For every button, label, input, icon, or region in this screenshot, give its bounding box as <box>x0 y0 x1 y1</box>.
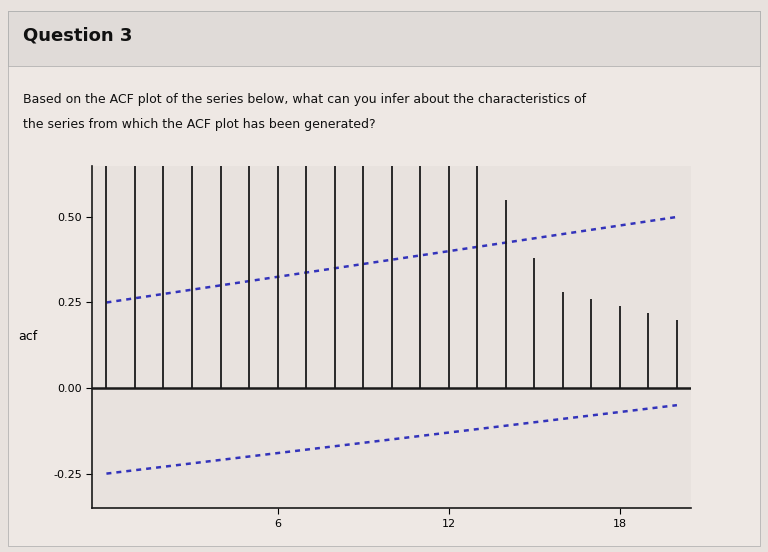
Text: Question 3: Question 3 <box>23 27 132 45</box>
Text: Based on the ACF plot of the series below, what can you infer about the characte: Based on the ACF plot of the series belo… <box>23 93 586 106</box>
Y-axis label: acf: acf <box>18 330 38 343</box>
Text: the series from which the ACF plot has been generated?: the series from which the ACF plot has b… <box>23 118 376 131</box>
Bar <box>8 11 760 66</box>
